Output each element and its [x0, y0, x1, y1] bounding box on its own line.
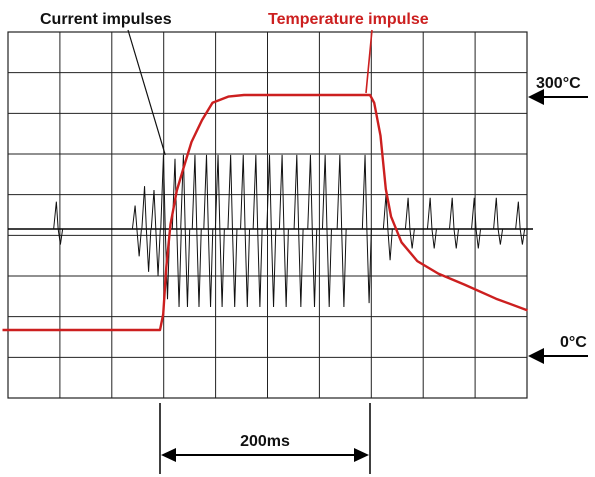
temp-high-label: 300°C	[536, 75, 581, 92]
current-pulse	[278, 154, 289, 308]
current-pulse	[471, 197, 482, 249]
current-pulse	[449, 197, 459, 249]
temp-high-marker: 300°C	[528, 75, 588, 105]
span-arrow-right-head	[354, 448, 369, 462]
current-pulse	[131, 205, 142, 257]
temp-low-arrow-head	[528, 348, 544, 364]
temp-high-arrow-head	[528, 89, 544, 105]
current-pulse	[307, 154, 318, 308]
current-pulse	[240, 154, 251, 308]
time-span-bracket: 200ms	[159, 403, 371, 474]
current-pulse	[336, 154, 347, 308]
current-pulse	[53, 201, 64, 245]
span-arrow-left-head	[161, 448, 176, 462]
time-span-label: 200ms	[240, 433, 290, 450]
current-pulse	[252, 154, 263, 308]
current-pulse	[191, 154, 202, 308]
current-impulses-trace	[53, 154, 526, 308]
grid	[7, 31, 533, 399]
current-pulse	[160, 154, 171, 300]
current-pulse	[293, 154, 304, 308]
current-pulse	[426, 197, 437, 249]
temperature-label-leader	[365, 29, 373, 94]
current-pulse	[180, 154, 191, 308]
current-pulse	[404, 197, 415, 249]
current-pulse	[321, 154, 332, 308]
current-pulse	[171, 158, 182, 308]
current-label-leader	[127, 29, 166, 156]
current-pulse	[266, 154, 277, 308]
current-pulse	[203, 154, 214, 308]
current-pulse	[493, 197, 504, 245]
current-pulse	[214, 154, 225, 308]
current-pulse	[515, 201, 526, 245]
current-impulses-label: Current impulses	[40, 11, 172, 28]
temp-low-label: 0°C	[560, 334, 587, 351]
current-pulse	[141, 186, 152, 272]
current-pulse	[150, 189, 161, 276]
current-pulse	[361, 154, 372, 304]
temperature-impulse-trace	[2, 93, 528, 332]
temperature-impulse-label: Temperature impulse	[268, 11, 429, 28]
current-pulse	[227, 154, 238, 308]
temp-low-marker: 0°C	[528, 334, 588, 364]
current-pulse	[382, 193, 393, 261]
